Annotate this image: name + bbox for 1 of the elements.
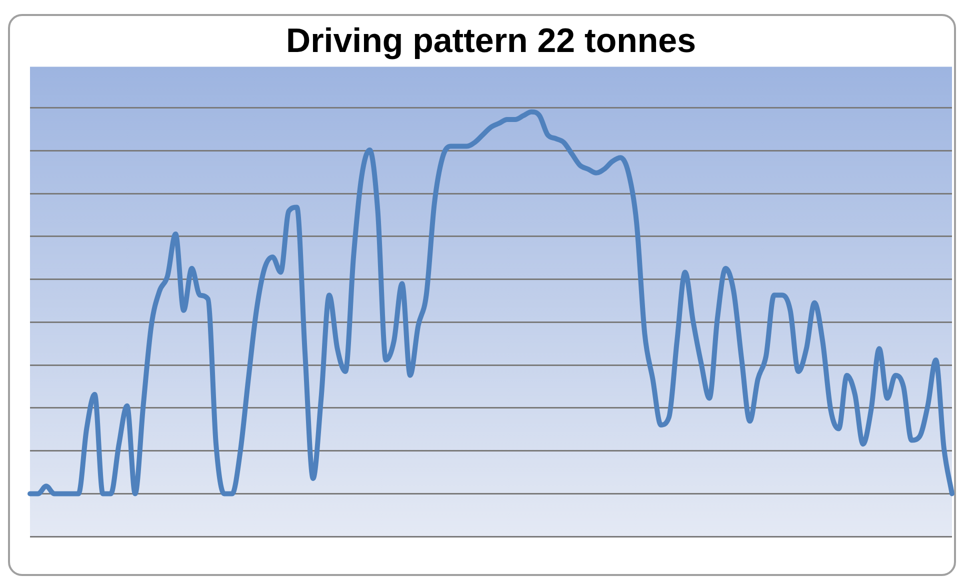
chart-title: Driving pattern 22 tonnes [286,22,696,60]
